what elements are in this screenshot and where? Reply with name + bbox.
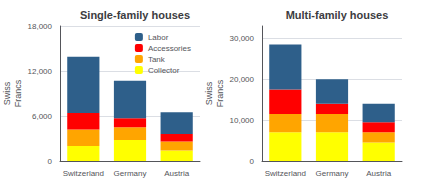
svg-text:Single-family houses: Single-family houses: [80, 9, 190, 21]
svg-text:Switzerland: Switzerland: [63, 169, 104, 178]
svg-text:Austria: Austria: [366, 169, 391, 178]
svg-text:30,000: 30,000: [230, 34, 255, 43]
svg-text:Swiss: Swiss: [2, 81, 12, 105]
svg-text:Francs: Francs: [13, 79, 23, 107]
svg-text:20,000: 20,000: [230, 75, 255, 84]
svg-text:Collector: Collector: [148, 66, 180, 75]
svg-text:Labor: Labor: [148, 33, 169, 42]
svg-text:Francs: Francs: [215, 79, 225, 107]
svg-text:18,000: 18,000: [28, 22, 53, 31]
svg-text:10,000: 10,000: [230, 116, 255, 125]
svg-text:Accessories: Accessories: [148, 44, 191, 53]
svg-text:Swiss: Swiss: [204, 81, 214, 105]
svg-text:Germany: Germany: [316, 169, 349, 178]
svg-text:Multi-family houses: Multi-family houses: [286, 9, 389, 21]
svg-text:0: 0: [48, 157, 53, 166]
svg-text:12,000: 12,000: [28, 67, 53, 76]
svg-text:Switzerland: Switzerland: [265, 169, 306, 178]
svg-text:0: 0: [250, 157, 255, 166]
svg-text:Germany: Germany: [114, 169, 147, 178]
svg-text:Austria: Austria: [164, 169, 189, 178]
svg-text:6,000: 6,000: [32, 112, 53, 121]
svg-text:Tank: Tank: [148, 55, 166, 64]
